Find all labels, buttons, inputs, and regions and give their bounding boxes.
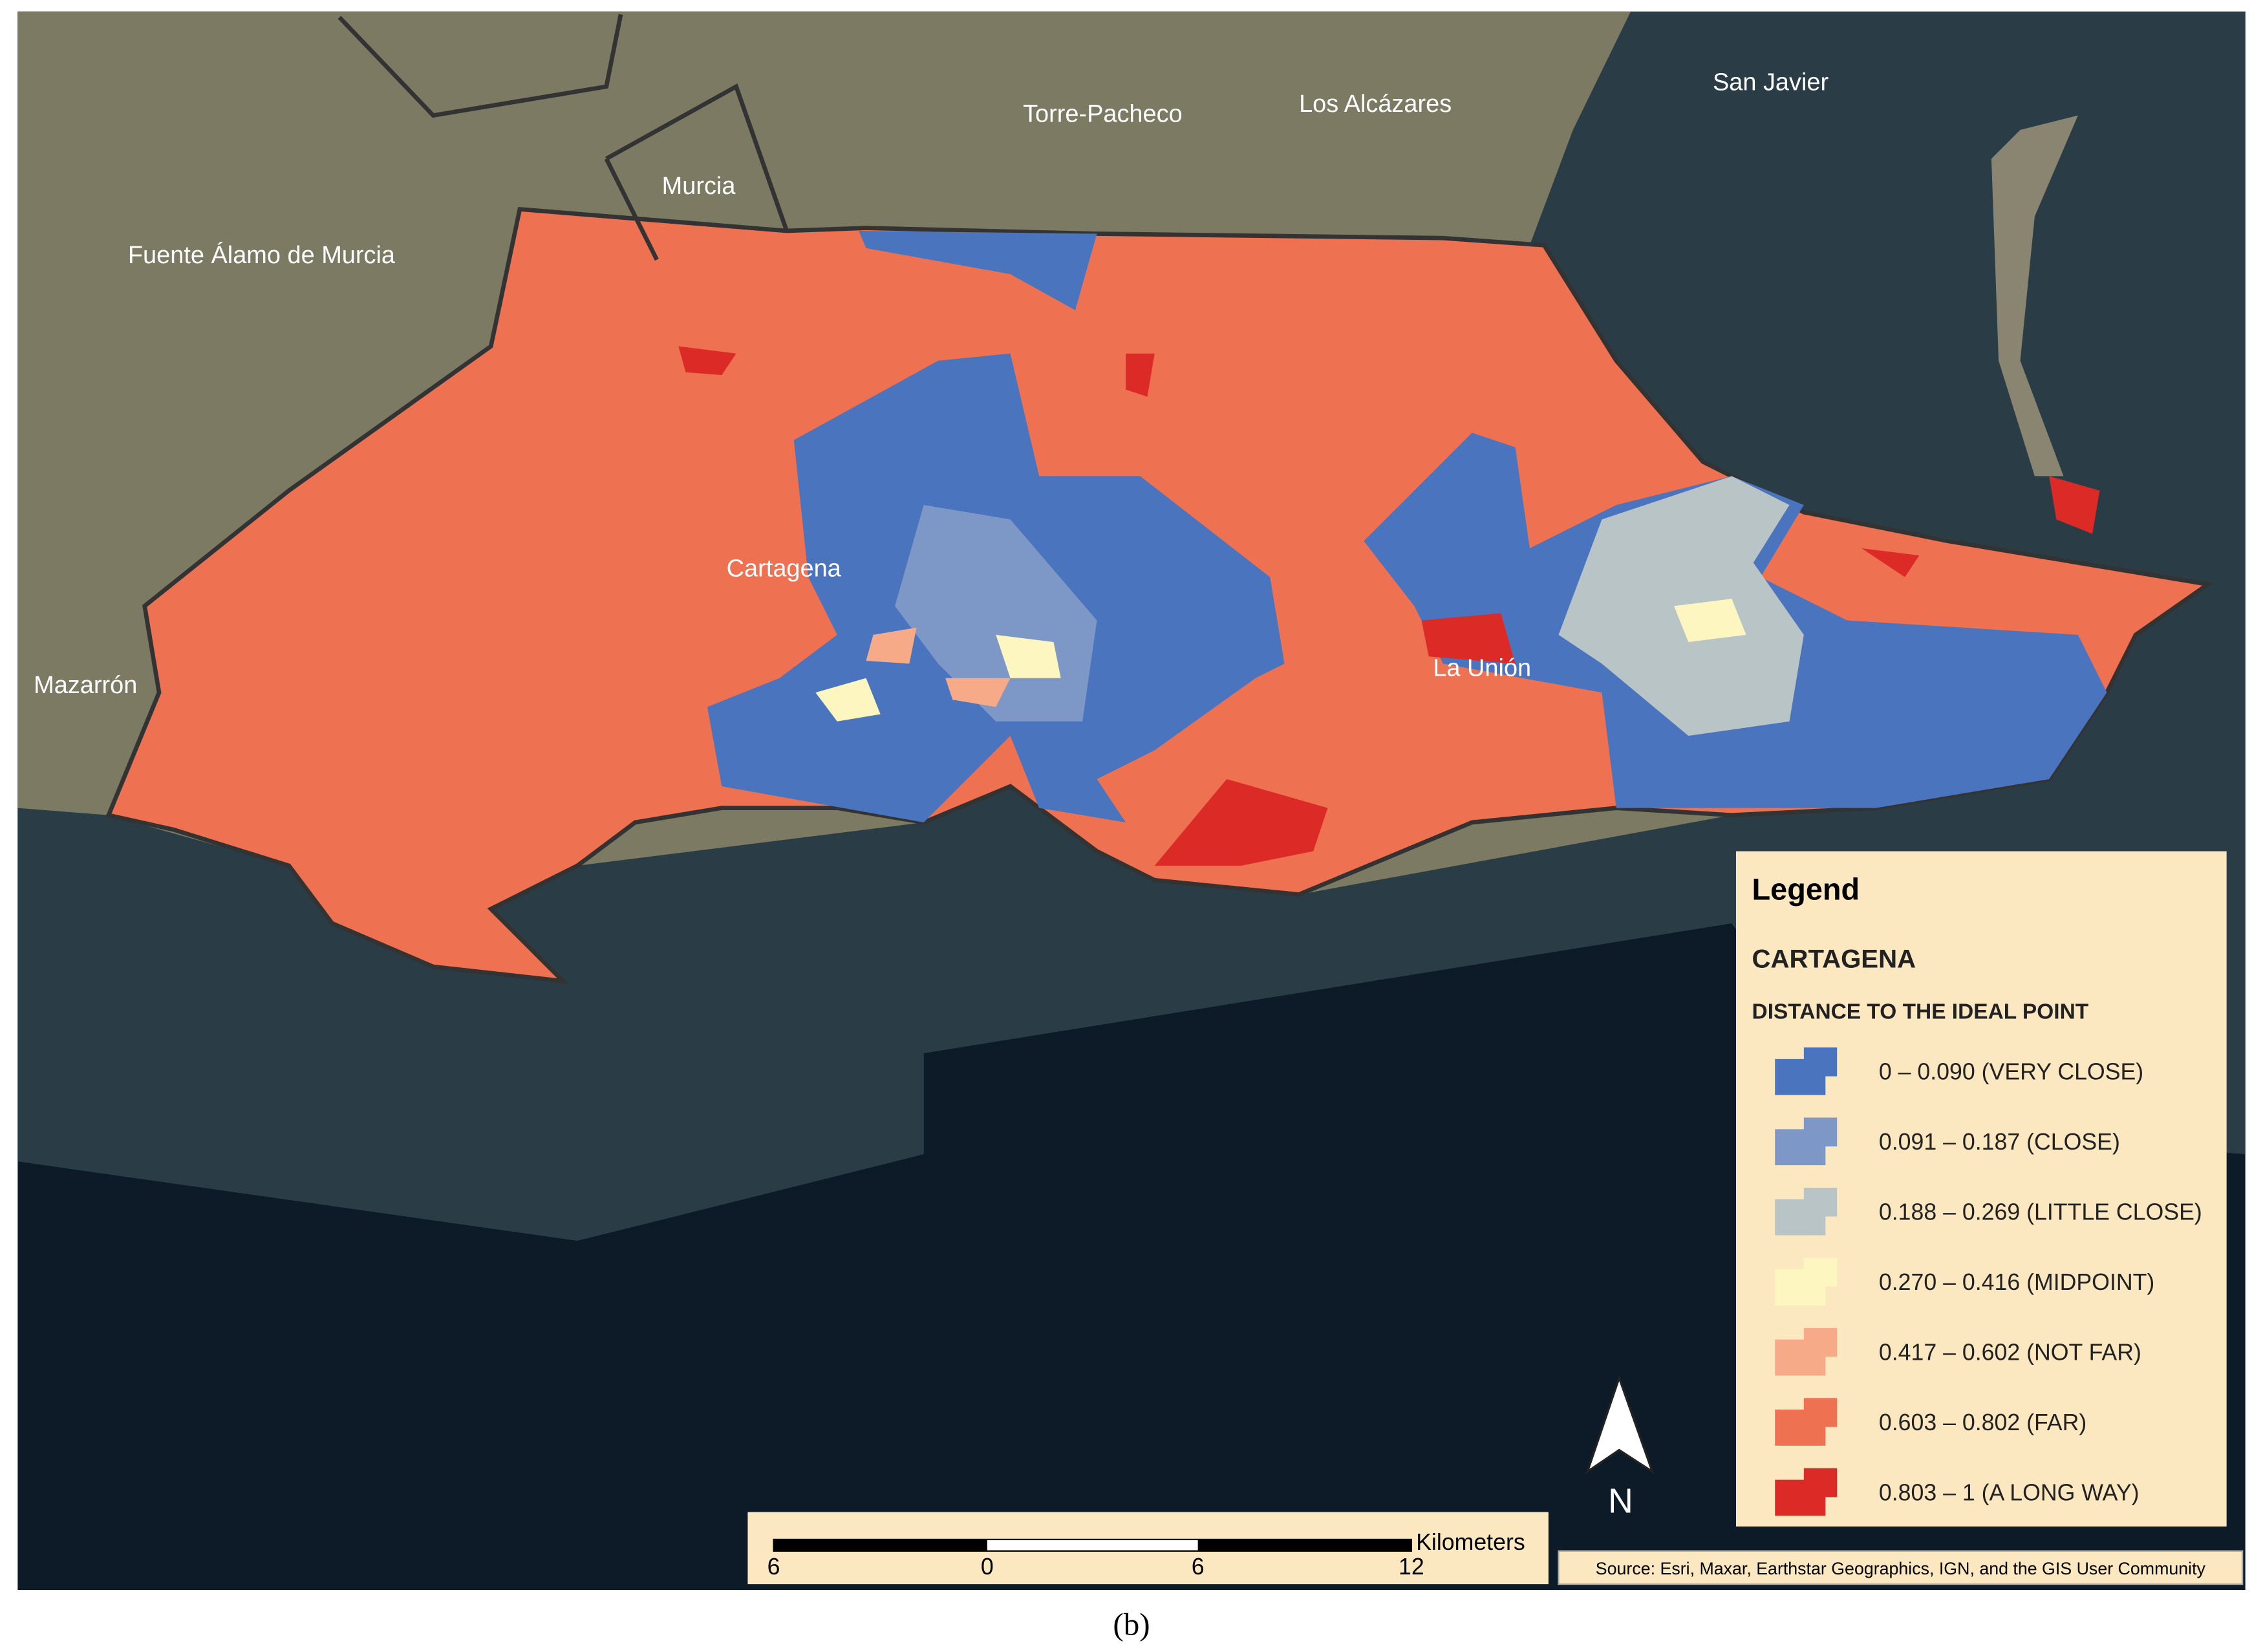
la-manga [1991, 115, 2078, 477]
legend-label: 0.270 – 0.416 (MIDPOINT) [1879, 1269, 2154, 1295]
legend-swatch [1775, 1047, 1838, 1095]
scale-label: 6 [1192, 1554, 1205, 1580]
legend-municipality: CARTAGENA [1752, 945, 1916, 974]
legend-subtitle: DISTANCE TO THE IDEAL POINT [1752, 1000, 2089, 1024]
scale-label: 0 [981, 1554, 994, 1580]
source: Source: Esri, Maxar, Earthstar Geographi… [1596, 1559, 2206, 1578]
municipal-boundary [338, 14, 789, 261]
scale-segment [1197, 1539, 1411, 1551]
place-label: Los Alcázares [1299, 91, 1452, 118]
place-label: San Javier [1713, 69, 1829, 96]
legend-swatch [1775, 1398, 1838, 1446]
place-label: Cartagena [727, 555, 842, 582]
zone-very-close [859, 231, 1097, 310]
legend-swatch [1775, 1327, 1838, 1376]
north-label: N [1608, 1482, 1633, 1520]
place-label: Fuente Álamo de Murcia [128, 241, 396, 269]
legend-label: 0 – 0.090 (VERY CLOSE) [1879, 1059, 2143, 1085]
legend-swatch [1775, 1468, 1838, 1516]
place-label: Murcia [662, 173, 736, 200]
zone-not-far [866, 627, 1011, 707]
legend-label: 0.417 – 0.602 (NOT FAR) [1879, 1339, 2141, 1365]
legend-title: Legend [1752, 872, 1860, 906]
source-box [1558, 1550, 2244, 1585]
scale-segment [773, 1539, 987, 1551]
scale-label: 6 [767, 1554, 780, 1580]
scale-unit: Kilometers [1416, 1529, 1525, 1555]
legend-label: 0.091 – 0.187 (CLOSE) [1879, 1129, 2120, 1155]
legend-label: 0.603 – 0.802 (FAR) [1879, 1410, 2086, 1435]
place-label: Mazarrón [34, 672, 137, 699]
legend-swatch [1775, 1258, 1838, 1306]
caption: (b) [1113, 1606, 1150, 1642]
legend-label: 0.803 – 1 (A LONG WAY) [1879, 1479, 2140, 1505]
legend-swatch [1775, 1117, 1838, 1166]
legend-swatch [1775, 1187, 1838, 1236]
legend-label: 0.188 – 0.269 (LITTLE CLOSE) [1879, 1199, 2202, 1225]
place-label: Torre-Pacheco [1023, 101, 1183, 128]
scale-label: 12 [1399, 1554, 1424, 1580]
north-arrow [1585, 1374, 1655, 1475]
place-label: La Unión [1433, 654, 1531, 681]
